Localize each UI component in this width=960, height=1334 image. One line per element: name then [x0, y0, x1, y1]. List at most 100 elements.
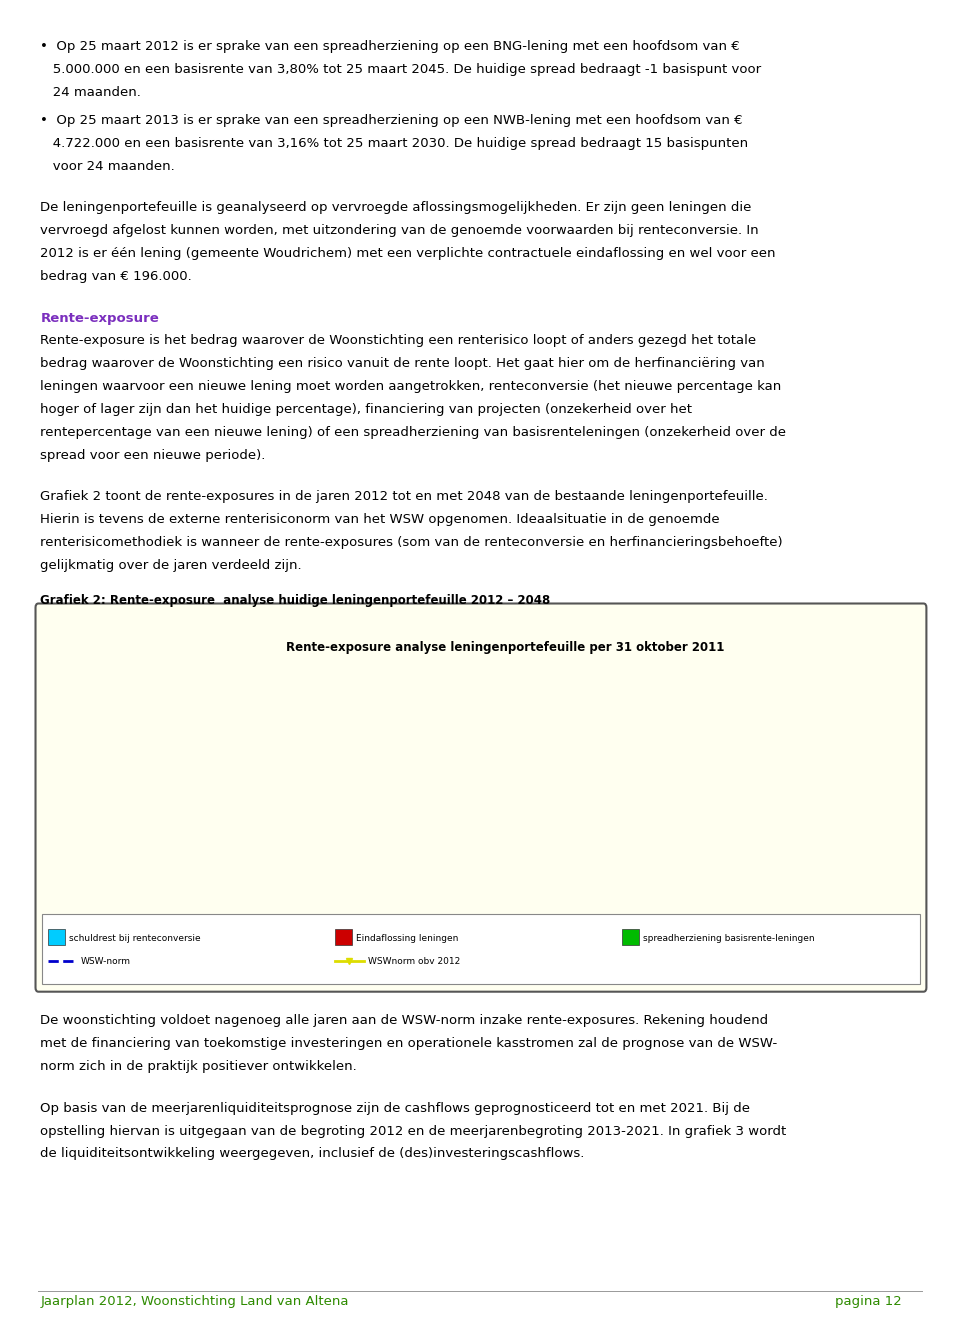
WSWnorm obv 2012: [543, 843, 555, 859]
WSWnorm obv 2012: [368, 820, 379, 836]
WSW-norm: [675, 707, 686, 723]
WSWnorm obv 2012: [213, 770, 225, 786]
Text: 4.722.000 en een basisrente van 3,16% tot 25 maart 2030. De huidige spread bedra: 4.722.000 en een basisrente van 3,16% to…: [40, 137, 749, 151]
WSW-norm: [324, 707, 335, 723]
Text: bedrag waarover de Woonstichting een risico vanuit de rente loopt. Het gaat hier: bedrag waarover de Woonstichting een ris…: [40, 358, 765, 371]
WSWnorm obv 2012: [257, 787, 269, 803]
WSW-norm: [610, 707, 621, 723]
Text: schuldrest bij renteconversie: schuldrest bij renteconversie: [69, 934, 201, 943]
WSWnorm obv 2012: [851, 831, 862, 847]
Text: WSW-norm: WSW-norm: [81, 956, 131, 966]
Text: pagina 12: pagina 12: [835, 1295, 902, 1307]
WSWnorm obv 2012: [610, 847, 621, 863]
WSWnorm obv 2012: [148, 739, 159, 755]
Text: de liquiditeitsontwikkeling weergegeven, inclusief de (des)investeringscashflows: de liquiditeitsontwikkeling weergegeven,…: [40, 1147, 585, 1161]
Text: De woonstichting voldoet nagenoeg alle jaren aan de WSW-norm inzake rente-exposu: De woonstichting voldoet nagenoeg alle j…: [40, 1014, 768, 1027]
Text: Eindaflossing leningen: Eindaflossing leningen: [356, 934, 459, 943]
Text: •  Op 25 maart 2013 is er sprake van een spreadherziening op een NWB-lening met : • Op 25 maart 2013 is er sprake van een …: [40, 115, 743, 127]
Text: Rente-exposure analyse leningenportefeuille per 31 oktober 2011: Rente-exposure analyse leningenportefeui…: [286, 642, 724, 654]
Bar: [411, 875, 423, 907]
Bar: [147, 802, 159, 880]
WSW-norm: [499, 707, 511, 723]
WSWnorm obv 2012: [499, 839, 511, 855]
Bar: [125, 870, 137, 907]
WSWnorm obv 2012: [126, 724, 137, 740]
Text: Rente-exposure is het bedrag waarover de Woonstichting een renterisico loopt of : Rente-exposure is het bedrag waarover de…: [40, 335, 756, 347]
WSWnorm obv 2012: [588, 846, 599, 862]
Text: Hierin is tevens de externe renterisiconorm van het WSW opgenomen. Ideaalsituati: Hierin is tevens de externe renterisicon…: [40, 514, 720, 527]
Bar: [235, 883, 247, 907]
Bar: [103, 726, 115, 907]
WSW-norm: [719, 707, 731, 723]
WSWnorm obv 2012: [477, 838, 489, 854]
WSW-norm: [148, 707, 159, 723]
WSW-norm: [763, 707, 775, 723]
Text: norm zich in de praktijk positiever ontwikkelen.: norm zich in de praktijk positiever ontw…: [40, 1061, 357, 1074]
Text: 5.000.000 en een basisrente van 3,80% tot 25 maart 2045. De huidige spread bedra: 5.000.000 en een basisrente van 3,80% to…: [40, 63, 761, 76]
WSWnorm obv 2012: [235, 779, 247, 795]
WSW-norm: [389, 707, 400, 723]
Bar: [873, 867, 885, 907]
WSWnorm obv 2012: [675, 850, 686, 866]
Text: rentepercentage van een nieuwe lening) of een spreadherziening van basisrentelen: rentepercentage van een nieuwe lening) o…: [40, 427, 786, 439]
WSWnorm obv 2012: [389, 824, 400, 840]
Text: 2012 is er één lening (gemeente Woudrichem) met een verplichte contractuele eind: 2012 is er één lening (gemeente Woudrich…: [40, 247, 776, 260]
WSWnorm obv 2012: [807, 852, 819, 868]
WSW-norm: [697, 707, 708, 723]
Bar: [631, 886, 643, 907]
WSWnorm obv 2012: [785, 852, 797, 868]
WSW-norm: [213, 707, 225, 723]
Text: voor 24 maanden.: voor 24 maanden.: [40, 160, 175, 173]
WSWnorm obv 2012: [301, 803, 313, 819]
Text: gelijkmatig over de jaren verdeeld zijn.: gelijkmatig over de jaren verdeeld zijn.: [40, 559, 302, 572]
Bar: [851, 900, 863, 907]
Text: Jaarplan 2012, Woonstichting Land van Altena: Jaarplan 2012, Woonstichting Land van Al…: [40, 1295, 348, 1307]
Text: leningen waarvoor een nieuwe lening moet worden aangetrokken, renteconversie (he: leningen waarvoor een nieuwe lening moet…: [40, 380, 781, 394]
WSW-norm: [807, 707, 819, 723]
WSWnorm obv 2012: [653, 848, 664, 864]
WSW-norm: [741, 707, 753, 723]
Text: Grafiek 2 toont de rente-exposures in de jaren 2012 tot en met 2048 van de besta: Grafiek 2 toont de rente-exposures in de…: [40, 491, 768, 503]
Text: Rente-exposure: Rente-exposure: [40, 312, 159, 324]
WSWnorm obv 2012: [741, 851, 753, 867]
WSW-norm: [368, 707, 379, 723]
WSWnorm obv 2012: [565, 844, 577, 860]
Text: vervroegd afgelost kunnen worden, met uitzondering van de genoemde voorwaarden b: vervroegd afgelost kunnen worden, met ui…: [40, 224, 759, 237]
Text: 24 maanden.: 24 maanden.: [40, 85, 141, 99]
WSWnorm obv 2012: [455, 835, 467, 851]
Bar: [103, 723, 115, 726]
WSW-norm: [588, 707, 599, 723]
WSW-norm: [873, 707, 884, 723]
Bar: [895, 702, 907, 907]
Bar: [169, 850, 181, 907]
WSWnorm obv 2012: [324, 810, 335, 826]
WSW-norm: [279, 707, 291, 723]
WSWnorm obv 2012: [521, 842, 533, 858]
WSW-norm: [346, 707, 357, 723]
Text: •  Op 25 maart 2012 is er sprake van een spreadherziening op een BNG-lening met : • Op 25 maart 2012 is er sprake van een …: [40, 40, 740, 53]
Text: renterisicomethodiek is wanneer de rente-exposures (som van de renteconversie en: renterisicomethodiek is wanneer de rente…: [40, 536, 783, 550]
WSWnorm obv 2012: [191, 760, 203, 776]
WSWnorm obv 2012: [411, 828, 422, 844]
WSW-norm: [191, 707, 203, 723]
Bar: [191, 883, 204, 907]
Text: WSWnorm obv 2012: WSWnorm obv 2012: [368, 956, 460, 966]
WSW-norm: [104, 707, 115, 723]
WSWnorm obv 2012: [104, 707, 115, 723]
Text: Grafiek 2: Rente-exposure  analyse huidige leningenportefeuille 2012 – 2048: Grafiek 2: Rente-exposure analyse huidig…: [40, 594, 551, 607]
WSWnorm obv 2012: [873, 836, 884, 852]
WSW-norm: [785, 707, 797, 723]
WSW-norm: [521, 707, 533, 723]
WSWnorm obv 2012: [719, 851, 731, 867]
WSW-norm: [829, 707, 841, 723]
WSWnorm obv 2012: [895, 890, 906, 906]
Bar: [213, 886, 226, 907]
WSW-norm: [851, 707, 862, 723]
WSW-norm: [235, 707, 247, 723]
Text: met de financiering van toekomstige investeringen en operationele kasstromen zal: met de financiering van toekomstige inve…: [40, 1038, 778, 1050]
Text: hoger of lager zijn dan het huidige percentage), financiering van projecten (onz: hoger of lager zijn dan het huidige perc…: [40, 403, 692, 416]
Bar: [653, 892, 665, 907]
WSW-norm: [301, 707, 313, 723]
WSWnorm obv 2012: [169, 751, 180, 767]
WSW-norm: [433, 707, 444, 723]
